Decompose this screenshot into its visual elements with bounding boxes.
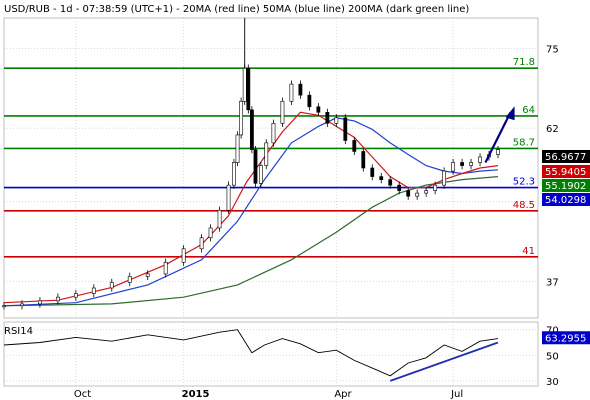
- level-label: 71.8: [513, 57, 535, 68]
- candle-body: [38, 300, 42, 305]
- rsi-line: [3, 329, 499, 377]
- candle-body: [55, 296, 60, 302]
- candle-body: [451, 162, 455, 172]
- value-badge-label: 56.9677: [545, 152, 586, 163]
- candle-body: [20, 303, 24, 307]
- rsi-trendline: [389, 341, 499, 382]
- candle-body: [307, 94, 312, 108]
- candle-body: [235, 134, 240, 163]
- candle-body: [127, 276, 132, 283]
- candle-body: [460, 162, 464, 166]
- candle-body: [289, 83, 294, 102]
- trend-arrow-shaft: [484, 111, 512, 163]
- rsi-panel-frame: [3, 321, 539, 387]
- y-tick-label: 62: [546, 124, 559, 135]
- candle-body: [406, 190, 411, 197]
- candle-body: [316, 106, 321, 113]
- candle-body: [379, 176, 384, 180]
- x-axis: Oct 2015 Apr Jul: [74, 389, 463, 400]
- candle-body: [2, 305, 6, 308]
- level-label: 52.3: [513, 177, 535, 188]
- candle-body: [163, 261, 168, 275]
- candle-body: [280, 100, 285, 124]
- candle-body: [334, 117, 339, 124]
- x-tick-label: Apr: [334, 389, 352, 400]
- value-badge-label: 54.0298: [545, 195, 586, 206]
- candle-body: [469, 162, 473, 166]
- candle-body: [258, 165, 263, 184]
- candle-body: [325, 111, 330, 124]
- level-label: 41: [522, 246, 535, 257]
- level-label: 58.7: [513, 137, 535, 148]
- value-badge-label: 55.1902: [545, 181, 586, 192]
- candle-body: [343, 117, 348, 141]
- candle-body: [361, 151, 366, 169]
- level-label: 48.5: [513, 200, 535, 211]
- candle-body: [145, 273, 150, 277]
- candle-body: [415, 192, 420, 197]
- candle-body: [246, 67, 251, 111]
- candle-body: [249, 109, 254, 150]
- candle-body: [226, 184, 231, 211]
- candle-body: [91, 287, 96, 294]
- candle-body: [496, 149, 500, 155]
- value-badge: [542, 150, 590, 163]
- candle-body: [242, 67, 247, 102]
- rsi-value-badge-label: 63.2955: [545, 333, 586, 344]
- x-tick-label: Oct: [74, 389, 91, 400]
- candle-body: [208, 227, 213, 239]
- rsi-value-badge: [542, 331, 590, 345]
- candle-body: [352, 140, 357, 152]
- rsi-tick-label: 50: [546, 351, 559, 362]
- x-tick-label: 2015: [182, 389, 210, 400]
- chart-title: USD/RUB - 1d - 07:38:59 (UTC+1) - 20MA (…: [4, 4, 469, 15]
- candle-body: [388, 179, 393, 186]
- value-badge-label: 55.9405: [545, 167, 586, 178]
- y-tick-label: 75: [546, 45, 559, 56]
- value-badge: [542, 179, 590, 192]
- value-badge: [542, 193, 590, 206]
- candle-body: [109, 282, 114, 289]
- candle-body: [478, 156, 482, 163]
- candle-body: [370, 167, 375, 177]
- trend-arrow-head: [505, 106, 515, 121]
- value-badge: [542, 165, 590, 178]
- candle-body: [217, 209, 222, 229]
- price-panel-frame: [3, 17, 539, 319]
- ma200-line: [3, 176, 499, 307]
- candle-body: [232, 162, 236, 186]
- candle-body: [424, 190, 429, 194]
- candle-body: [181, 248, 186, 263]
- level-label: 64: [522, 105, 535, 116]
- candle-body: [298, 83, 303, 96]
- candle-body: [199, 237, 204, 250]
- x-tick-label: Jul: [450, 389, 463, 400]
- rsi-title: RSI14: [4, 326, 33, 337]
- candle-body: [433, 184, 438, 191]
- candle-body: [397, 184, 402, 191]
- price-panel: 3750627571.86458.752.348.54156.967755.94…: [2, 17, 590, 319]
- candle-body: [271, 123, 276, 144]
- rsi-tick-label: 70: [546, 326, 559, 337]
- rsi-tick-label: 30: [546, 377, 559, 388]
- candle-body: [264, 142, 269, 166]
- y-tick-label: 37: [546, 277, 559, 288]
- candle-body: [442, 170, 447, 186]
- candle-body: [239, 100, 244, 136]
- candle-body: [73, 293, 78, 298]
- candle-body: [253, 149, 258, 184]
